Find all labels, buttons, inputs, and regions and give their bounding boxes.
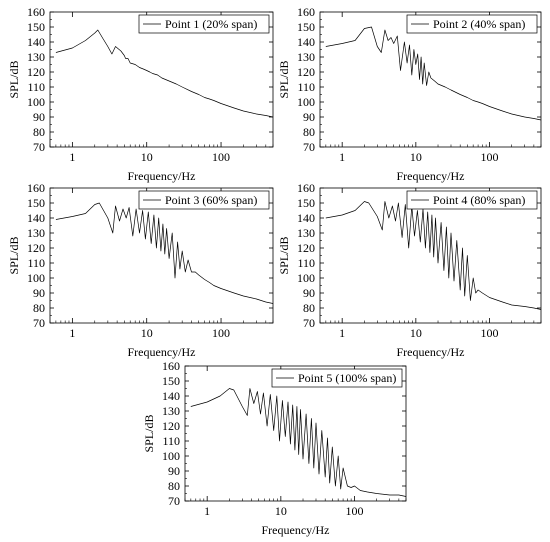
x-tick-label: 1: [339, 150, 345, 164]
x-tick-label: 10: [410, 326, 422, 340]
y-tick-label: 160: [27, 5, 45, 19]
x-tick-label: 1: [69, 150, 75, 164]
x-tick-label: 100: [212, 150, 230, 164]
x-tick-label: 10: [275, 504, 287, 518]
x-tick-label: 100: [212, 326, 230, 340]
x-tick-label: 1: [339, 326, 345, 340]
y-axis-label: SPL/dB: [7, 60, 21, 98]
y-tick-label: 140: [27, 211, 45, 225]
y-tick-label: 130: [297, 226, 315, 240]
x-tick-label: 10: [141, 150, 153, 164]
legend-label: Point 3 (60% span): [165, 193, 257, 207]
y-tick-label: 130: [27, 226, 45, 240]
y-tick-label: 160: [297, 5, 315, 19]
y-tick-label: 80: [33, 301, 45, 315]
x-tick-label: 100: [481, 150, 499, 164]
y-axis-label: SPL/dB: [142, 414, 156, 452]
legend-box: [271, 368, 403, 388]
legend-box: [406, 14, 538, 34]
y-tick-label: 90: [33, 110, 45, 124]
y-tick-label: 160: [27, 181, 45, 195]
y-tick-label: 80: [303, 125, 315, 139]
x-tick-label: 100: [346, 504, 364, 518]
y-tick-label: 90: [303, 286, 315, 300]
x-axis-label: Frequency/Hz: [397, 169, 465, 183]
x-tick-label: 1: [204, 504, 210, 518]
x-tick-label: 10: [410, 150, 422, 164]
legend-box: [406, 190, 538, 210]
y-axis-label: SPL/dB: [277, 236, 291, 274]
x-axis-label: Frequency/Hz: [262, 523, 330, 537]
y-tick-label: 110: [297, 256, 315, 270]
y-tick-label: 130: [297, 50, 315, 64]
y-tick-label: 70: [303, 140, 315, 154]
legend-box: [138, 190, 270, 210]
y-tick-label: 90: [303, 110, 315, 124]
y-tick-label: 150: [162, 374, 180, 388]
y-tick-label: 140: [27, 35, 45, 49]
y-tick-label: 120: [297, 65, 315, 79]
legend-label: Point 2 (40% span): [433, 17, 525, 31]
y-tick-label: 70: [33, 316, 45, 330]
series-line: [55, 29, 274, 118]
y-tick-label: 130: [27, 50, 45, 64]
y-tick-label: 120: [27, 65, 45, 79]
y-tick-label: 160: [162, 359, 180, 373]
series-line: [325, 201, 542, 310]
x-tick-label: 100: [481, 326, 499, 340]
y-tick-label: 150: [27, 20, 45, 34]
y-axis-label: SPL/dB: [7, 236, 21, 274]
legend-label: Point 5 (100% span): [298, 371, 396, 385]
y-tick-label: 140: [297, 35, 315, 49]
y-tick-label: 140: [162, 389, 180, 403]
x-axis-label: Frequency/Hz: [397, 345, 465, 359]
y-tick-label: 90: [168, 464, 180, 478]
series-line: [325, 26, 542, 121]
y-tick-label: 160: [297, 181, 315, 195]
y-tick-label: 120: [27, 241, 45, 255]
y-tick-label: 70: [33, 140, 45, 154]
y-tick-label: 80: [33, 125, 45, 139]
y-tick-label: 70: [168, 494, 180, 508]
x-tick-label: 10: [141, 326, 153, 340]
y-tick-label: 100: [297, 95, 315, 109]
x-tick-label: 1: [69, 326, 75, 340]
y-axis-label: SPL/dB: [277, 60, 291, 98]
y-tick-label: 110: [27, 80, 45, 94]
y-tick-label: 80: [303, 301, 315, 315]
y-tick-label: 70: [303, 316, 315, 330]
y-tick-label: 100: [27, 271, 45, 285]
y-tick-label: 150: [27, 196, 45, 210]
x-axis-label: Frequency/Hz: [128, 345, 196, 359]
y-tick-label: 110: [27, 256, 45, 270]
y-tick-label: 80: [168, 479, 180, 493]
y-tick-label: 100: [297, 271, 315, 285]
y-tick-label: 100: [162, 449, 180, 463]
y-tick-label: 140: [297, 211, 315, 225]
y-tick-label: 100: [27, 95, 45, 109]
y-tick-label: 120: [297, 241, 315, 255]
legend-box: [138, 14, 270, 34]
y-tick-label: 150: [297, 20, 315, 34]
y-tick-label: 90: [33, 286, 45, 300]
y-tick-label: 130: [162, 404, 180, 418]
series-line: [190, 388, 407, 497]
y-tick-label: 120: [162, 419, 180, 433]
y-tick-label: 150: [297, 196, 315, 210]
x-axis-label: Frequency/Hz: [128, 169, 196, 183]
legend-label: Point 4 (80% span): [433, 193, 525, 207]
legend-label: Point 1 (20% span): [165, 17, 257, 31]
y-tick-label: 110: [297, 80, 315, 94]
y-tick-label: 110: [162, 434, 180, 448]
series-line: [55, 202, 274, 304]
